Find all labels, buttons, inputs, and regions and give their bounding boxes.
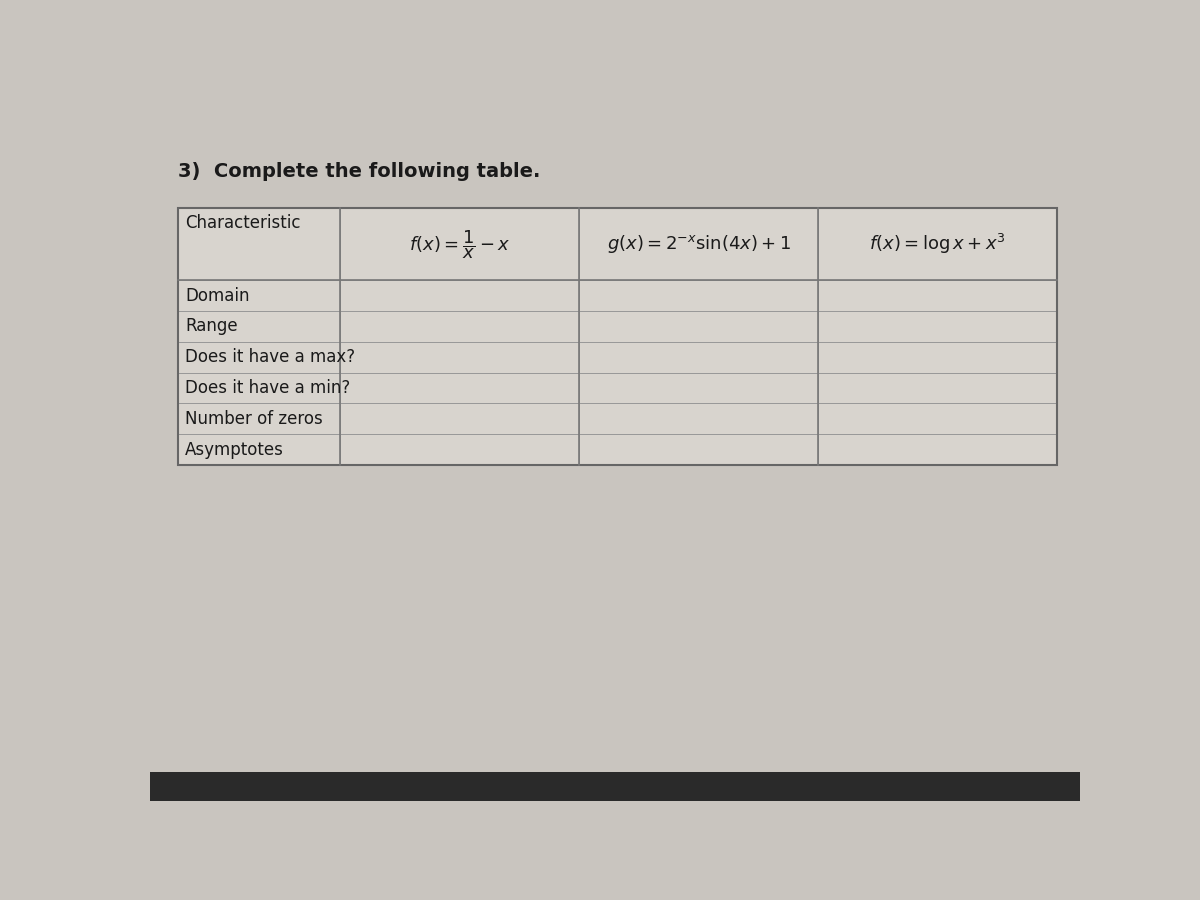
Bar xyxy=(178,373,341,403)
Text: Characteristic: Characteristic xyxy=(185,214,301,232)
Text: Domain: Domain xyxy=(185,287,250,305)
Bar xyxy=(341,373,580,403)
Bar xyxy=(341,342,580,373)
Bar xyxy=(580,434,818,465)
Text: $f(x)=\log x+x^3$: $f(x)=\log x+x^3$ xyxy=(869,232,1006,256)
Bar xyxy=(341,403,580,434)
Bar xyxy=(818,403,1057,434)
Bar xyxy=(818,209,1057,280)
Bar xyxy=(580,373,818,403)
Bar xyxy=(818,280,1057,311)
Text: Number of zeros: Number of zeros xyxy=(185,410,323,427)
Bar xyxy=(580,311,818,342)
Bar xyxy=(178,209,1057,465)
Bar xyxy=(818,342,1057,373)
Bar xyxy=(341,434,580,465)
Bar xyxy=(178,209,341,280)
Text: 3)  Complete the following table.: 3) Complete the following table. xyxy=(178,162,540,181)
Bar xyxy=(580,209,818,280)
Text: $f(x)=\dfrac{1}{x}-x$: $f(x)=\dfrac{1}{x}-x$ xyxy=(409,228,511,261)
Bar xyxy=(150,772,1080,801)
Text: Does it have a max?: Does it have a max? xyxy=(185,348,355,366)
Text: Range: Range xyxy=(185,318,238,336)
Bar xyxy=(580,403,818,434)
Bar xyxy=(178,280,341,311)
Bar xyxy=(341,280,580,311)
Bar xyxy=(178,403,341,434)
Bar xyxy=(178,434,341,465)
Text: Asymptotes: Asymptotes xyxy=(185,440,284,458)
Bar xyxy=(341,311,580,342)
Bar xyxy=(818,373,1057,403)
Bar xyxy=(178,342,341,373)
Bar xyxy=(580,342,818,373)
Bar xyxy=(818,434,1057,465)
Text: Does it have a min?: Does it have a min? xyxy=(185,379,350,397)
Bar xyxy=(341,209,580,280)
Bar xyxy=(818,311,1057,342)
Text: $g(x)=2^{-x}\sin(4x)+1$: $g(x)=2^{-x}\sin(4x)+1$ xyxy=(606,233,791,256)
Bar xyxy=(178,311,341,342)
Bar xyxy=(580,280,818,311)
